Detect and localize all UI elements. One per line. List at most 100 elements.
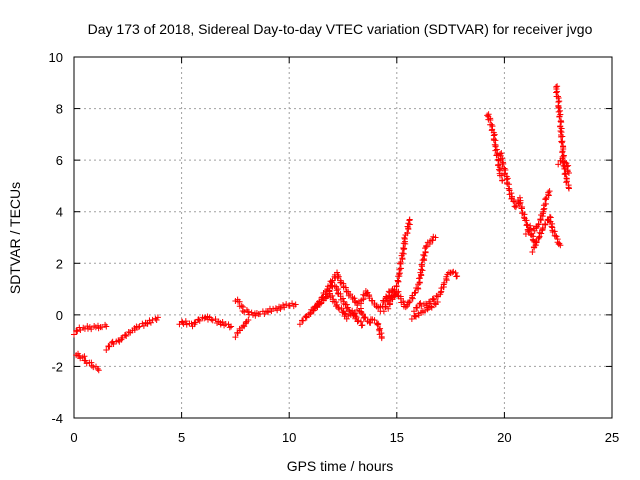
data-point <box>412 289 419 296</box>
data-point <box>523 221 530 228</box>
data-point <box>553 89 560 96</box>
data-point <box>416 275 423 282</box>
data-point <box>395 292 402 299</box>
data-point <box>334 290 341 297</box>
y-tick-label: 6 <box>56 153 63 168</box>
data-point <box>265 309 272 316</box>
data-point <box>302 313 309 320</box>
data-point <box>324 292 331 299</box>
data-point <box>154 314 161 321</box>
data-point <box>516 200 523 207</box>
data-point <box>140 322 147 329</box>
data-point <box>565 185 572 192</box>
data-point <box>437 289 444 296</box>
data-point <box>131 326 138 333</box>
data-point <box>314 304 321 311</box>
data-point <box>303 314 310 321</box>
data-point <box>270 305 277 312</box>
data-point <box>484 112 491 119</box>
data-point <box>296 321 303 328</box>
data-point <box>546 213 553 220</box>
data-point <box>489 126 496 133</box>
data-point <box>518 205 525 212</box>
data-point <box>334 269 341 276</box>
data-point <box>292 301 299 308</box>
data-point <box>418 272 425 279</box>
data-point <box>553 233 560 240</box>
data-point <box>182 318 189 325</box>
data-point <box>499 177 506 184</box>
data-point <box>307 310 314 317</box>
data-point <box>401 235 408 242</box>
data-point <box>393 283 400 290</box>
data-point <box>90 364 97 371</box>
x-tick-label: 0 <box>70 430 77 445</box>
data-point <box>424 306 431 313</box>
data-point <box>342 284 349 291</box>
data-point <box>374 321 381 328</box>
data-point <box>508 190 515 197</box>
data-point <box>394 277 401 284</box>
data-point <box>347 291 354 298</box>
data-point <box>538 230 545 237</box>
data-point <box>529 248 536 255</box>
data-point <box>74 328 81 335</box>
data-point <box>510 198 517 205</box>
data-point <box>393 289 400 296</box>
data-point <box>430 295 437 302</box>
data-point <box>110 341 117 348</box>
data-point <box>387 300 394 307</box>
data-point <box>538 217 545 224</box>
data-point <box>94 365 101 372</box>
data-point <box>499 155 506 162</box>
data-point <box>421 252 428 259</box>
data-point <box>95 367 102 374</box>
data-point <box>536 234 543 241</box>
data-point <box>380 308 387 315</box>
data-point <box>558 139 565 146</box>
data-point <box>123 332 130 339</box>
y-tick-label: -2 <box>51 359 63 374</box>
data-point <box>496 166 503 173</box>
data-point <box>404 230 411 237</box>
data-point <box>144 320 151 327</box>
data-point <box>521 214 528 221</box>
data-point <box>406 216 413 223</box>
data-point <box>357 318 364 325</box>
data-point <box>545 189 552 196</box>
grid-lines <box>74 57 612 418</box>
data-point <box>411 290 418 297</box>
data-point <box>353 306 360 313</box>
data-point <box>399 256 406 263</box>
x-tick-label: 10 <box>282 430 296 445</box>
data-point <box>414 304 421 311</box>
y-tick-label: 10 <box>49 50 63 65</box>
data-point <box>77 355 84 362</box>
data-point <box>382 293 389 300</box>
data-point <box>334 301 341 308</box>
data-point <box>136 323 143 330</box>
data-point <box>135 324 142 331</box>
x-tick-label: 5 <box>178 430 185 445</box>
data-point <box>427 303 434 310</box>
data-point <box>367 319 374 326</box>
data-point <box>399 250 406 257</box>
data-point <box>245 317 252 324</box>
data-point <box>516 194 523 201</box>
data-point <box>554 83 561 90</box>
data-point <box>557 242 564 249</box>
data-point <box>559 148 566 155</box>
data-point <box>245 308 252 315</box>
data-point <box>488 121 495 128</box>
data-point <box>345 313 352 320</box>
data-point <box>359 311 366 318</box>
y-axis-label: SDTVAR / TECUs <box>7 182 23 294</box>
data-point <box>326 287 333 294</box>
data-point <box>153 316 160 323</box>
data-point <box>498 150 505 157</box>
data-point <box>122 331 129 338</box>
data-point <box>340 295 347 302</box>
data-point <box>385 288 392 295</box>
data-point <box>509 195 516 202</box>
